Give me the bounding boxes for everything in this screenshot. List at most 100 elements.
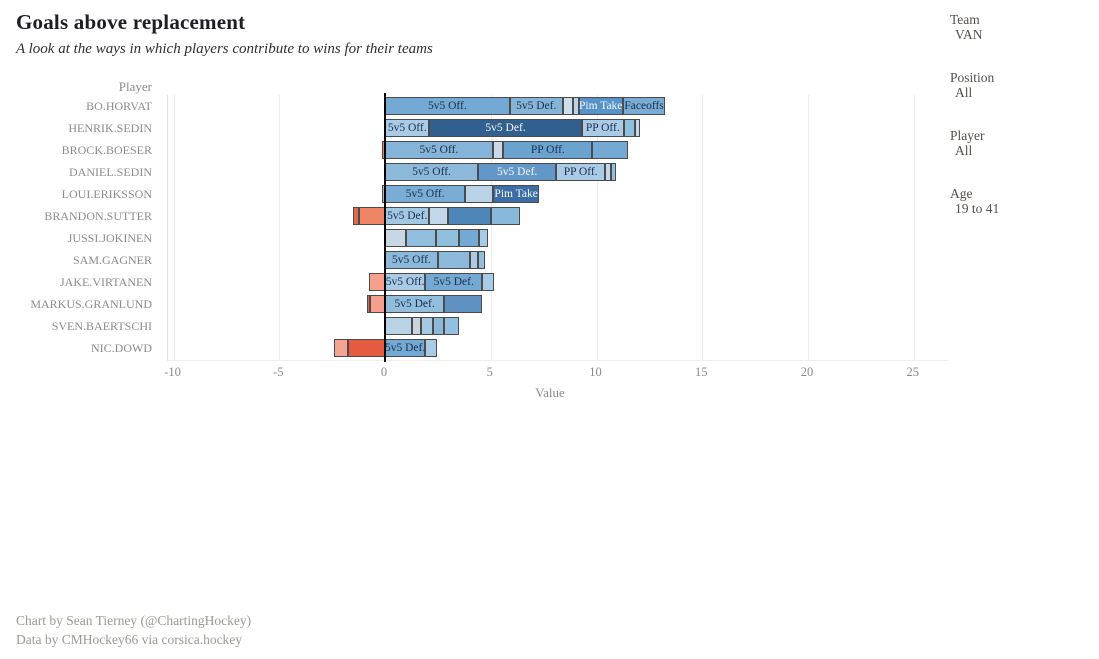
- bar-segment-5v5-def[interactable]: 5v5 Def.: [509, 97, 563, 115]
- bar-segment[interactable]: [465, 185, 493, 203]
- bar-segment[interactable]: [492, 141, 504, 159]
- filter-player[interactable]: Player All: [950, 128, 1090, 158]
- x-tick-label: 15: [695, 365, 708, 379]
- bar-segment[interactable]: [358, 207, 385, 225]
- bar-segment[interactable]: [444, 295, 483, 313]
- bar-segment[interactable]: [573, 97, 579, 115]
- player-label-daniel-sedin: DANIEL.SEDIN: [69, 165, 152, 179]
- gridline: [490, 95, 492, 360]
- bar-segment[interactable]: [437, 251, 470, 269]
- bar-row: [168, 229, 948, 247]
- bar-segment-5v5-off[interactable]: 5v5 Off.: [385, 273, 426, 291]
- filter-value[interactable]: All: [955, 143, 973, 158]
- footer-data-credit: Data by CMHockey66 via corsica.hockey: [16, 632, 243, 647]
- x-tick-label: -10: [164, 365, 181, 379]
- bar-row: 5v5 Off. 5v5 Def.: [168, 273, 948, 291]
- bar-segment-5v5-off[interactable]: 5v5 Off.: [385, 141, 493, 159]
- bar-row: 5v5 Def.: [168, 295, 948, 313]
- bar-segment-5v5-off[interactable]: 5v5 Off.: [385, 163, 479, 181]
- bar-row: 5v5 Off. Pim Take: [168, 185, 948, 203]
- bar-segment-pp-off[interactable]: PP Off.: [581, 119, 624, 137]
- bar-segment[interactable]: [592, 141, 629, 159]
- bar-segment[interactable]: [479, 229, 488, 247]
- filter-label: Team: [950, 12, 980, 27]
- bar-segment-5v5-off[interactable]: 5v5 Off.: [385, 185, 466, 203]
- player-label-sam-gagner: SAM.GAGNER: [72, 253, 152, 267]
- x-tick-label: 5: [486, 365, 493, 379]
- bar-segment[interactable]: [478, 251, 486, 269]
- bar-segment[interactable]: [353, 207, 359, 225]
- bar-segment-5v5-def[interactable]: 5v5 Def.: [385, 295, 445, 313]
- filter-value[interactable]: VAN: [955, 27, 983, 42]
- segment-label: 5v5 Off.: [385, 275, 425, 288]
- bar-segment[interactable]: [412, 317, 421, 335]
- bar-segment[interactable]: [425, 339, 437, 357]
- x-tick-label: 10: [589, 365, 602, 379]
- bar-segment[interactable]: [370, 295, 385, 313]
- footer-credits: Chart by Sean Tierney (@ChartingHockey) …: [16, 611, 251, 649]
- y-axis-title: Player: [118, 79, 152, 94]
- segment-label: 5v5 Def.: [384, 341, 426, 354]
- bar-segment[interactable]: [406, 229, 436, 247]
- player-label-jussi-jokinen: JUSSI.JOKINEN: [67, 231, 152, 245]
- segment-label: Pim Take: [494, 187, 538, 200]
- bar-segment[interactable]: [420, 317, 433, 335]
- bar-segment[interactable]: [459, 229, 480, 247]
- bar-segment-5v5-off[interactable]: 5v5 Off.: [385, 97, 510, 115]
- bar-segment[interactable]: [385, 229, 407, 247]
- filter-age[interactable]: Age 19 to 41: [950, 186, 1090, 216]
- x-tick-label: 25: [906, 365, 920, 379]
- filter-position[interactable]: Position All: [950, 70, 1090, 100]
- filter-value[interactable]: All: [955, 85, 973, 100]
- filter-value[interactable]: 19 to 41: [955, 201, 1000, 216]
- bar-segment-faceoffs[interactable]: Faceoffs: [622, 97, 666, 115]
- bar-segment-pim-take[interactable]: Pim Take: [578, 97, 623, 115]
- bar-row: 5v5 Off. 5v5 Def. Pim Take Faceoffs: [168, 97, 948, 115]
- bar-row: 5v5 Def.: [168, 339, 948, 357]
- bar-row: 5v5 Def.: [168, 207, 948, 225]
- segment-label: 5v5 Off.: [392, 253, 431, 266]
- bar-segment[interactable]: [623, 119, 635, 137]
- gridline: [596, 95, 598, 360]
- zero-axis-line: [384, 93, 386, 362]
- bar-segment-pim-take[interactable]: Pim Take: [492, 185, 540, 203]
- bar-segment-pp-off[interactable]: PP Off.: [503, 141, 593, 159]
- filter-panel: Team VAN Position All Player All Age 19 to 41: [950, 12, 1090, 244]
- bar-segment[interactable]: [444, 317, 460, 335]
- bar-segment[interactable]: [367, 295, 371, 313]
- bar-segment[interactable]: [634, 119, 640, 137]
- player-label-markus-granlund: MARKUS.GRANLUND: [30, 297, 152, 311]
- filter-team[interactable]: Team VAN: [950, 12, 1090, 42]
- bar-segment-5v5-def[interactable]: 5v5 Def.: [478, 163, 557, 181]
- bar-segment[interactable]: [429, 207, 449, 225]
- bar-segment-5v5-def[interactable]: 5v5 Def.: [425, 273, 483, 291]
- player-label-brock-boeser: BROCK.BOESER: [61, 143, 152, 157]
- bar-segment-5v5-def[interactable]: 5v5 Def.: [385, 339, 425, 357]
- bar-segment[interactable]: [604, 163, 612, 181]
- bar-segment-5v5-off[interactable]: 5v5 Off.: [385, 251, 438, 269]
- bar-segment[interactable]: [482, 273, 494, 291]
- gridline: [808, 95, 809, 360]
- bar-segment[interactable]: [469, 251, 479, 269]
- player-label-loui-eriksson: LOUI.ERIKSSON: [61, 187, 152, 201]
- bar-segment-5v5-def[interactable]: 5v5 Def.: [385, 207, 430, 225]
- bar-segment[interactable]: [334, 339, 348, 357]
- segment-label: 5v5 Def.: [433, 275, 474, 288]
- bar-segment-5v5-off[interactable]: 5v5 Off.: [385, 119, 430, 137]
- bar-segment[interactable]: [611, 163, 616, 181]
- gridline: [279, 95, 281, 360]
- bar-segment[interactable]: [562, 97, 574, 115]
- filter-label: Position: [950, 70, 995, 85]
- bar-segment[interactable]: [432, 317, 445, 335]
- bar-segment[interactable]: [435, 229, 459, 247]
- bar-segment[interactable]: [369, 273, 385, 291]
- bar-segment[interactable]: [448, 207, 491, 225]
- bar-segment[interactable]: [385, 317, 413, 335]
- segment-label: Faceoffs: [624, 99, 664, 112]
- filter-label: Age: [950, 186, 973, 201]
- bar-segment-pp-off[interactable]: PP Off.: [556, 163, 605, 181]
- bar-segment-5v5-def[interactable]: 5v5 Def.: [429, 119, 582, 137]
- page-subtitle: A look at the ways in which players cont…: [16, 41, 433, 57]
- bar-segment[interactable]: [490, 207, 521, 225]
- bar-segment[interactable]: [347, 339, 385, 357]
